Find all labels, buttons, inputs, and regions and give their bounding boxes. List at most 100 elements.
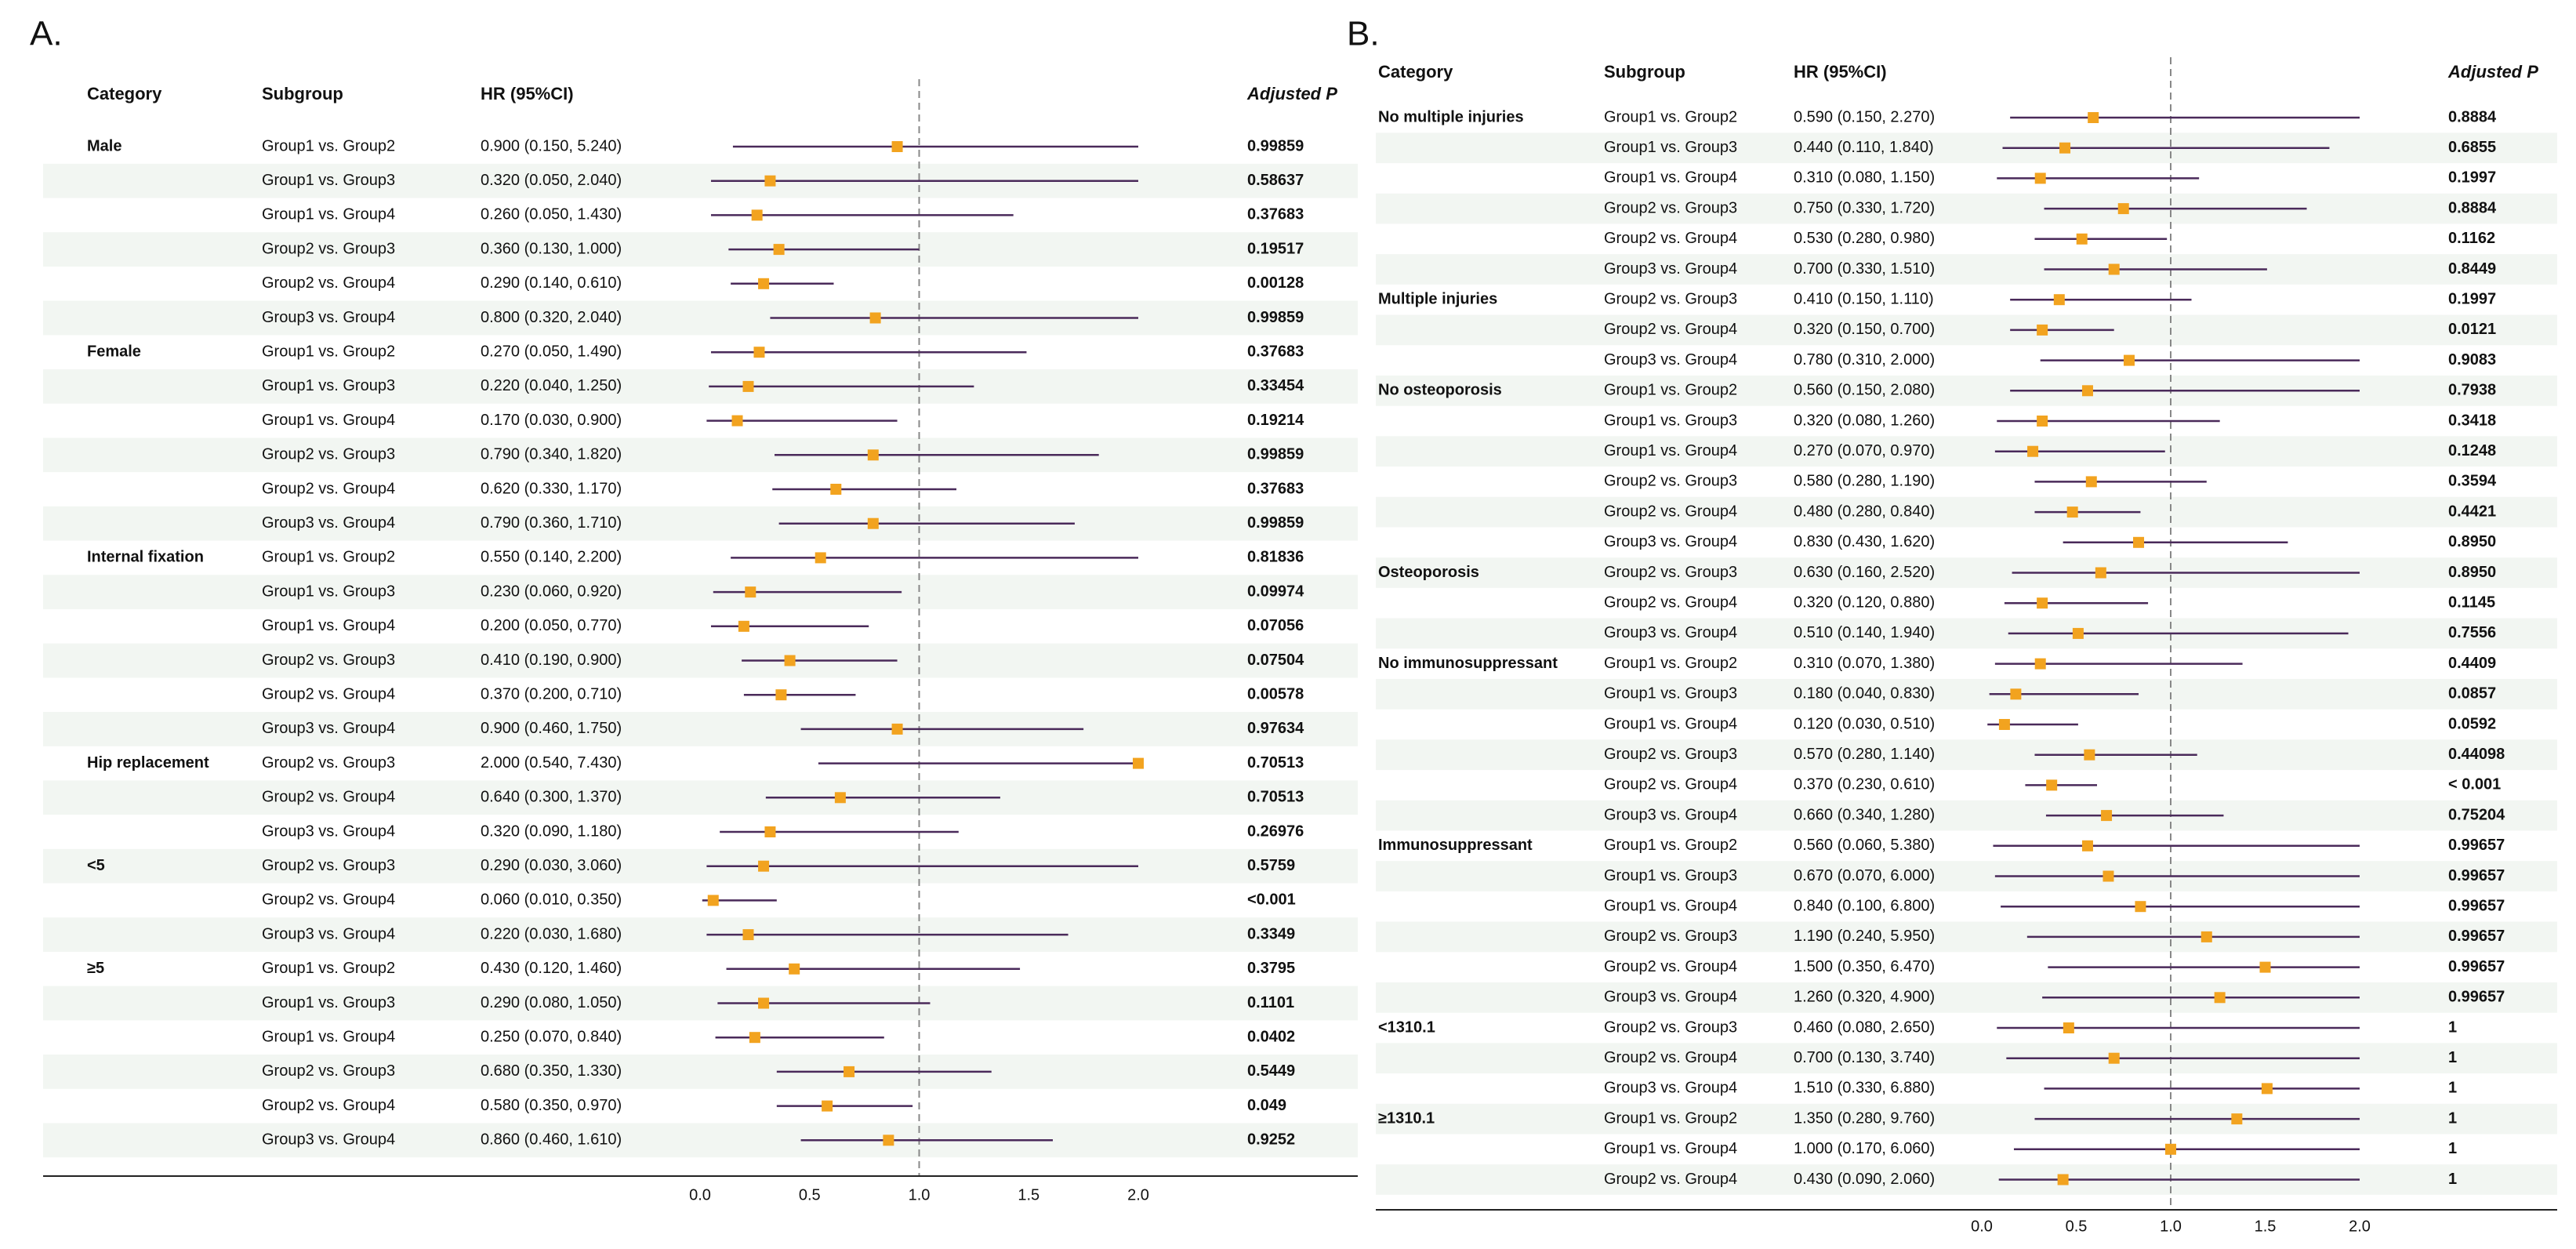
row-adjusted-p: 0.7938 — [2448, 382, 2496, 399]
row-subgroup: Group3 vs. Group4 — [1604, 624, 1737, 641]
hr-point — [2037, 597, 2048, 609]
row-subgroup: Group1 vs. Group3 — [262, 994, 395, 1011]
hr-point — [2085, 476, 2097, 488]
x-tick-label: 0.5 — [2066, 1218, 2088, 1235]
hr-point — [2261, 1083, 2273, 1095]
hr-point — [2027, 445, 2039, 457]
row-adjusted-p: 0.0857 — [2448, 685, 2496, 703]
row-stripe — [1376, 314, 2557, 346]
row-stripe — [43, 232, 1358, 267]
row-hr-ci: 0.860 (0.460, 1.610) — [481, 1131, 622, 1149]
row-adjusted-p: 0.26976 — [1247, 822, 1304, 840]
row-adjusted-p: 0.4409 — [2448, 655, 2496, 672]
row-hr-ci: 0.900 (0.460, 1.750) — [481, 720, 622, 737]
row-hr-ci: 0.120 (0.030, 0.510) — [1794, 715, 1935, 732]
header-adjusted-p: Adjusted P — [2447, 62, 2538, 82]
row-adjusted-p: 0.3795 — [1247, 960, 1295, 977]
row-subgroup: Group3 vs. Group4 — [1604, 351, 1737, 369]
hr-point — [2123, 354, 2135, 366]
row-hr-ci: 0.640 (0.300, 1.370) — [481, 789, 622, 806]
row-subgroup: Group1 vs. Group3 — [1604, 867, 1737, 884]
hr-point — [775, 689, 787, 701]
row-hr-ci: 0.620 (0.330, 1.170) — [481, 480, 622, 497]
row-stripe — [43, 643, 1358, 678]
x-tick-label: 1.5 — [2255, 1218, 2277, 1235]
hr-point — [745, 586, 756, 598]
row-subgroup: Group2 vs. Group4 — [262, 891, 395, 909]
hr-point — [2135, 901, 2146, 913]
row-subgroup: Group1 vs. Group2 — [1604, 655, 1737, 672]
row-hr-ci: 0.310 (0.080, 1.150) — [1794, 169, 1935, 187]
row-category: ≥5 — [87, 960, 104, 977]
row-adjusted-p: 0.99657 — [2448, 897, 2505, 914]
row-adjusted-p: 1 — [2448, 1080, 2457, 1097]
row-subgroup: Group2 vs. Group3 — [1604, 564, 1737, 581]
row-subgroup: Group1 vs. Group4 — [262, 206, 395, 223]
row-subgroup: Group3 vs. Group4 — [262, 822, 395, 840]
row-hr-ci: 0.560 (0.150, 2.080) — [1794, 382, 1935, 399]
row-stripe — [43, 369, 1358, 404]
row-hr-ci: 0.410 (0.150, 1.110) — [1794, 290, 1934, 307]
row-hr-ci: 1.190 (0.240, 5.950) — [1794, 928, 1935, 945]
hr-point — [1133, 757, 1144, 769]
row-subgroup: Group3 vs. Group4 — [262, 309, 395, 326]
x-tick-label: 0.5 — [799, 1186, 821, 1204]
row-category: Multiple injuries — [1378, 290, 1497, 307]
row-subgroup: Group2 vs. Group4 — [1604, 594, 1737, 611]
row-subgroup: Group3 vs. Group4 — [262, 1131, 395, 1149]
row-hr-ci: 0.900 (0.150, 5.240) — [481, 137, 622, 154]
row-hr-ci: 0.430 (0.120, 1.460) — [481, 960, 622, 977]
row-stripe — [1376, 678, 2557, 710]
row-hr-ci: 1.510 (0.330, 6.880) — [1794, 1080, 1935, 1097]
row-stripe — [1376, 800, 2557, 831]
row-subgroup: Group2 vs. Group4 — [1604, 503, 1737, 520]
row-adjusted-p: 0.1248 — [2448, 442, 2496, 459]
row-adjusted-p: 0.97634 — [1247, 720, 1304, 737]
row-category: No multiple injuries — [1378, 108, 1524, 125]
row-adjusted-p: 0.33454 — [1247, 377, 1304, 394]
row-subgroup: Group1 vs. Group3 — [262, 583, 395, 600]
row-adjusted-p: 0.049 — [1247, 1097, 1286, 1114]
row-subgroup: Group1 vs. Group3 — [262, 172, 395, 189]
row-hr-ci: 0.370 (0.230, 0.610) — [1794, 776, 1935, 793]
row-adjusted-p: 0.3594 — [2448, 473, 2497, 490]
row-adjusted-p: 1 — [2448, 1140, 2457, 1157]
x-tick-label: 2.0 — [1127, 1186, 1149, 1204]
row-subgroup: Group1 vs. Group3 — [1604, 139, 1737, 156]
row-subgroup: Group1 vs. Group3 — [262, 377, 395, 394]
row-adjusted-p: 0.6855 — [2448, 139, 2496, 156]
row-subgroup: Group2 vs. Group3 — [1604, 1018, 1737, 1036]
row-subgroup: Group1 vs. Group3 — [1604, 685, 1737, 703]
hr-point — [2259, 961, 2271, 973]
row-hr-ci: 1.500 (0.350, 6.470) — [1794, 958, 1935, 975]
row-subgroup: Group1 vs. Group4 — [262, 1028, 395, 1045]
row-subgroup: Group1 vs. Group2 — [262, 137, 395, 154]
row-subgroup: Group2 vs. Group4 — [262, 1097, 395, 1114]
row-hr-ci: 0.580 (0.280, 1.190) — [1794, 473, 1935, 490]
hr-point — [789, 963, 800, 975]
row-stripe — [1376, 1103, 2557, 1135]
hr-point — [2200, 931, 2212, 942]
hr-point — [2101, 810, 2113, 822]
row-hr-ci: 0.660 (0.340, 1.280) — [1794, 806, 1935, 823]
row-hr-ci: 0.800 (0.320, 2.040) — [481, 309, 622, 326]
x-tick-label: 0.0 — [1971, 1218, 1993, 1235]
row-hr-ci: 0.230 (0.060, 0.920) — [481, 583, 622, 600]
row-adjusted-p: 0.1997 — [2448, 169, 2496, 187]
row-subgroup: Group2 vs. Group3 — [262, 1062, 395, 1080]
row-hr-ci: 0.430 (0.090, 2.060) — [1794, 1171, 1935, 1188]
row-hr-ci: 0.790 (0.340, 1.820) — [481, 446, 622, 463]
row-hr-ci: 0.270 (0.070, 0.970) — [1794, 442, 1935, 459]
hr-point — [2037, 324, 2048, 336]
row-stripe — [1376, 861, 2557, 891]
row-category: Osteoporosis — [1378, 564, 1479, 581]
row-hr-ci: 0.700 (0.330, 1.510) — [1794, 260, 1935, 278]
row-adjusted-p: 0.99859 — [1247, 514, 1304, 532]
row-hr-ci: 0.220 (0.030, 1.680) — [481, 925, 622, 942]
row-hr-ci: 0.530 (0.280, 0.980) — [1794, 230, 1935, 247]
row-subgroup: Group2 vs. Group4 — [262, 789, 395, 806]
row-subgroup: Group2 vs. Group3 — [262, 240, 395, 257]
row-stripe — [43, 848, 1358, 884]
x-tick-label: 2.0 — [2349, 1218, 2371, 1235]
